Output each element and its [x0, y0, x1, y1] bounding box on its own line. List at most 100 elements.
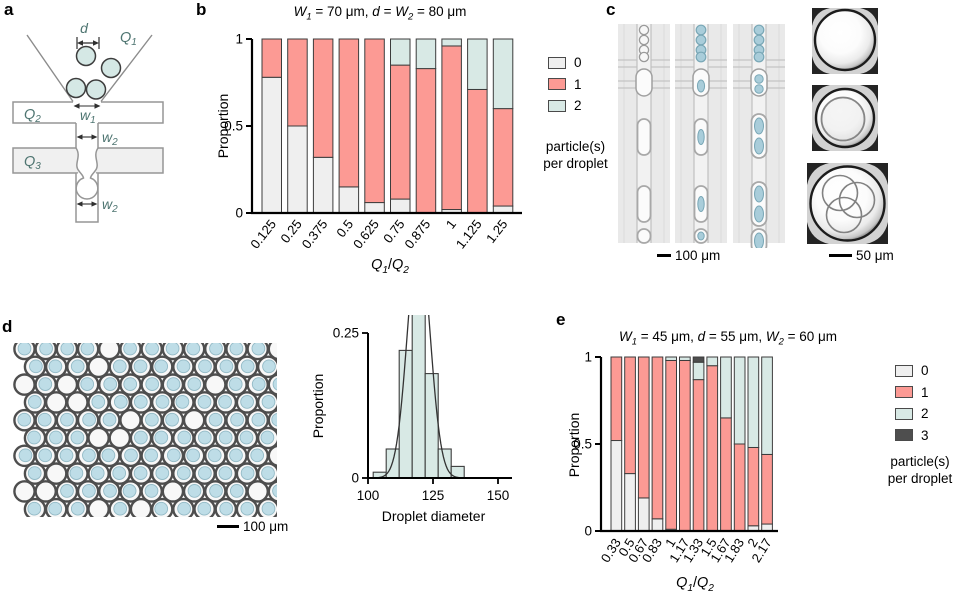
bar-segment — [720, 356, 732, 419]
scalebar-text: 100 μm — [243, 519, 289, 534]
bar-segment — [733, 356, 746, 445]
bar-segment — [706, 356, 719, 367]
bar-segment — [624, 473, 636, 532]
exit-channel-walls — [75, 173, 99, 223]
legend-label: 1 — [921, 384, 929, 400]
droplet-closeup-3 — [807, 163, 888, 244]
bar-segment — [733, 443, 746, 532]
bar-segment — [610, 356, 623, 442]
legend-item-1: 1 — [895, 384, 929, 400]
x-tick-label: 125 — [422, 488, 445, 503]
channel-strip-0-particles — [618, 24, 670, 244]
vertical-channel — [76, 122, 98, 148]
q2-channel-walls — [12, 101, 164, 124]
q3-channel-walls — [12, 147, 164, 174]
droplet-closeup-1 — [812, 8, 878, 74]
panel-e-label: e — [556, 310, 566, 329]
legend-label: 3 — [921, 427, 929, 443]
bar-segment — [287, 125, 308, 214]
q2-channel — [13, 102, 163, 123]
d-dimension-arrow — [76, 37, 100, 49]
x-tick-label: 0.5 — [333, 217, 356, 240]
y-tick-label: 0 — [235, 206, 243, 221]
legend-item-0: 0 — [548, 56, 582, 70]
legend-swatch — [548, 78, 566, 91]
bar-segment — [637, 356, 650, 499]
y-tick-label: 1 — [584, 350, 592, 365]
packed-droplets-micrograph — [13, 343, 277, 517]
legend-swatch — [895, 407, 913, 420]
fit-curve — [375, 315, 465, 479]
x-tick-label: 1.25 — [483, 217, 510, 246]
panel-b-xlabel: Q1/Q2 — [371, 257, 409, 276]
channel-micrograph-strips — [618, 24, 785, 248]
panel-e-legend: 0 1 2 3 — [895, 364, 929, 450]
bar-segment — [390, 64, 411, 200]
funnel-particles — [65, 45, 122, 100]
bar-segment — [761, 356, 773, 455]
histogram-bar — [411, 315, 426, 479]
bar-segment — [706, 365, 719, 532]
legend-caption-line2: per droplet — [887, 470, 953, 486]
legend-item-2: 2 — [895, 407, 929, 421]
bar-segment — [312, 156, 334, 214]
bar-segment — [610, 440, 623, 532]
bar-segment — [747, 356, 760, 448]
bar-segment — [679, 359, 691, 532]
legend-swatch — [895, 429, 913, 442]
bar-segment — [761, 453, 773, 525]
forming-droplet — [75, 147, 99, 200]
legend-swatch — [548, 99, 566, 112]
scalebar-100um-pack: 100 μm — [217, 519, 288, 534]
bar-segment — [720, 417, 732, 532]
x-tick-label: 0.625 — [350, 217, 382, 252]
bar-segment — [692, 356, 705, 363]
bar-segment — [338, 186, 360, 214]
droplet-pack-circles — [13, 343, 277, 517]
scalebar-line — [829, 253, 852, 258]
legend-label: 2 — [574, 98, 582, 113]
bar-segment — [415, 68, 437, 214]
vertical-channel-walls — [75, 123, 99, 148]
funnel-walls — [26, 34, 153, 102]
x-tick-label: 0.875 — [401, 217, 433, 252]
x-tick-label: 0.375 — [299, 217, 331, 252]
legend-swatch — [548, 56, 566, 69]
bar-segment — [312, 38, 334, 158]
bar-segment — [338, 38, 360, 188]
w2-bottom-dimension-arrow — [76, 201, 98, 207]
y-tick-label: 0.25 — [333, 326, 359, 341]
y-tick-label: 1 — [235, 32, 243, 47]
legend-caption-line1: particle(s) — [890, 454, 950, 469]
bar-segment — [492, 38, 514, 110]
micrograph-channels — [618, 8, 888, 248]
y-tick-label: 0.5 — [573, 437, 592, 452]
bar-segment — [467, 88, 488, 214]
bar-segment — [651, 518, 664, 532]
x-tick-label: 0.125 — [247, 217, 279, 252]
legend-swatch — [895, 386, 913, 399]
device-schematic: d Q1 Q2 Q3 w1 w2 w2 — [12, 20, 164, 223]
histogram-bar — [424, 373, 439, 479]
bar-segment — [441, 38, 462, 47]
schematic-labels: d Q1 Q2 Q3 w1 w2 w2 — [24, 20, 137, 215]
panel-c-label: c — [606, 0, 616, 19]
bar-segment — [492, 108, 514, 207]
panel-b-legend: 0 1 2 — [548, 56, 582, 121]
bar-segment — [467, 38, 488, 90]
scalebar-50um-closeups: 50 μm — [829, 248, 894, 263]
bar-segment — [390, 198, 411, 214]
droplet-closeup-2 — [812, 85, 878, 151]
panel-e-legend-caption: particle(s) per droplet — [867, 454, 955, 488]
bar-segment — [261, 38, 282, 78]
panel-a-label: a — [4, 0, 14, 19]
bar-segment — [665, 359, 678, 530]
channel-strip-2-particles — [733, 24, 785, 248]
scalebar-line — [217, 525, 239, 528]
d-label: d — [80, 20, 89, 36]
legend-swatch — [895, 364, 913, 377]
bar-segment — [637, 497, 650, 532]
legend-label: 1 — [574, 76, 582, 92]
bar-segment — [364, 38, 385, 204]
w2-top-dimension-arrow — [76, 134, 98, 140]
